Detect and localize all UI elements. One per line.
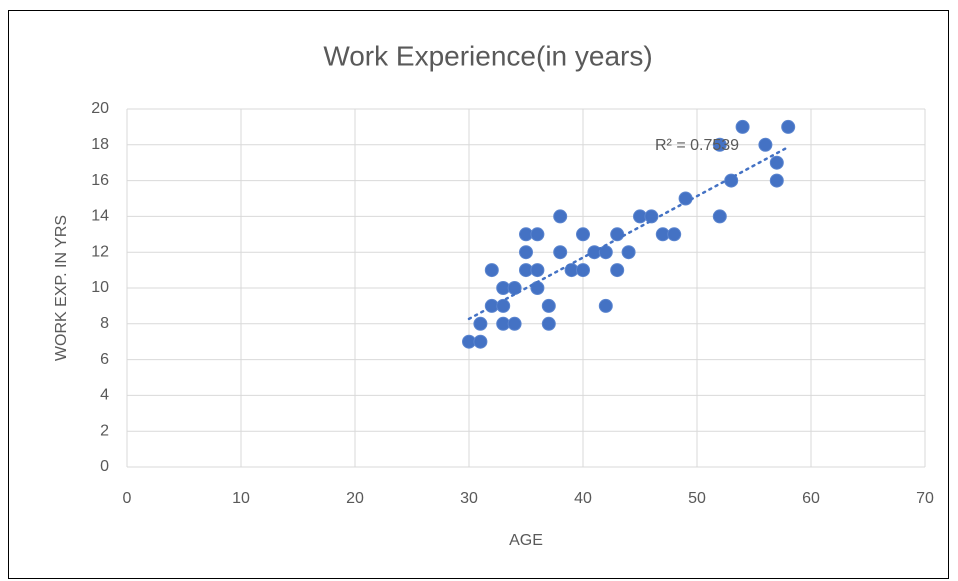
x-tick-label: 0 bbox=[123, 490, 132, 507]
trendline bbox=[467, 145, 790, 321]
y-tick-label: 12 bbox=[91, 243, 109, 260]
point bbox=[473, 334, 488, 349]
point bbox=[735, 119, 750, 134]
y-tick-label: 4 bbox=[100, 387, 109, 404]
point bbox=[667, 227, 682, 242]
x-tick-label: 20 bbox=[346, 490, 364, 507]
point bbox=[712, 137, 727, 152]
x-tick-label: 30 bbox=[460, 490, 478, 507]
point bbox=[621, 245, 636, 260]
point bbox=[598, 298, 613, 313]
point bbox=[553, 209, 568, 224]
x-axis-label: AGE bbox=[509, 532, 543, 549]
x-tick-label: 50 bbox=[688, 490, 706, 507]
point bbox=[496, 298, 511, 313]
y-tick-label: 16 bbox=[91, 172, 109, 189]
point bbox=[484, 263, 499, 278]
y-axis-label: WORK EXP. IN YRS bbox=[53, 215, 70, 361]
point bbox=[519, 245, 533, 260]
x-tick-label: 10 bbox=[232, 490, 250, 507]
y-tick-label: 20 bbox=[91, 100, 109, 117]
y-tick-label: 14 bbox=[91, 208, 109, 225]
chart-title: Work Experience(in years) bbox=[323, 40, 652, 71]
point bbox=[712, 209, 727, 224]
point bbox=[610, 263, 625, 278]
x-tick-label: 70 bbox=[916, 490, 934, 507]
y-tick-label: 6 bbox=[100, 351, 109, 368]
point bbox=[530, 227, 545, 242]
annotation: R² = 0.7539 bbox=[655, 137, 739, 154]
point bbox=[576, 227, 590, 242]
point bbox=[553, 245, 568, 260]
y-tick-label: 18 bbox=[91, 136, 109, 153]
point bbox=[507, 316, 522, 331]
point bbox=[769, 155, 784, 170]
x-tick-label: 60 bbox=[802, 490, 820, 507]
y-tick-label: 10 bbox=[91, 279, 109, 296]
y-tick-label: 0 bbox=[100, 458, 109, 475]
point bbox=[541, 316, 556, 331]
point bbox=[541, 298, 556, 313]
point bbox=[530, 263, 545, 278]
point bbox=[769, 173, 784, 188]
x-tick-label: 40 bbox=[574, 490, 592, 507]
point bbox=[644, 209, 659, 224]
point bbox=[576, 263, 590, 278]
point bbox=[473, 316, 488, 331]
point bbox=[781, 119, 796, 134]
point bbox=[758, 137, 773, 152]
y-tick-label: 8 bbox=[100, 315, 109, 332]
y-tick-label: 2 bbox=[100, 422, 109, 439]
chart-border bbox=[8, 10, 949, 579]
